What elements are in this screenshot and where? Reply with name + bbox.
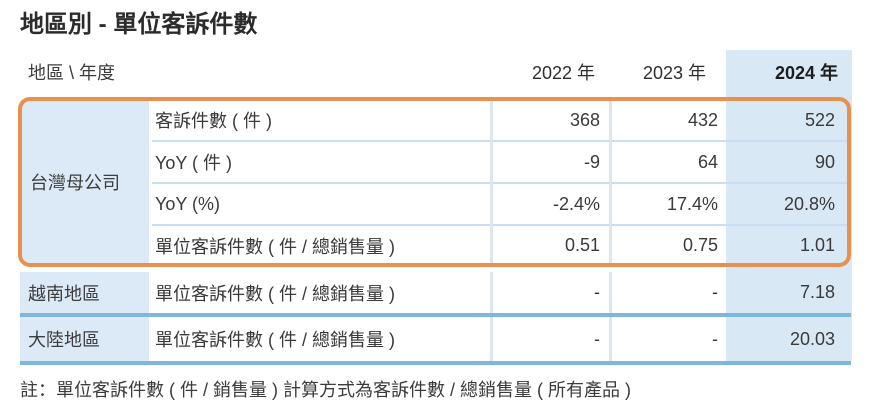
cell-2022: 368 <box>569 109 600 130</box>
metric-label: YoY ( 件 ) <box>155 153 233 173</box>
region-cell-china: 大陸地區 <box>20 317 149 361</box>
cell-2024: 1.01 <box>799 235 835 255</box>
metric-label: 客訴件數 ( 件 ) <box>155 111 272 131</box>
row-separator <box>152 224 851 226</box>
cell-2023: - <box>712 282 718 302</box>
cell-2023: - <box>712 328 718 349</box>
metric-label: YoY (%) <box>155 193 221 214</box>
cell-2024: 7.18 <box>799 282 835 302</box>
cell-2022: - <box>594 328 600 349</box>
cell-2024: 20.03 <box>789 328 835 349</box>
table-row: YoY (%) -2.4% 17.4% 20.8% <box>152 183 851 225</box>
cell-2023: 0.75 <box>682 235 718 255</box>
region-row-separator <box>20 313 851 317</box>
table-row: 客訴件數 ( 件 ) 368 432 522 <box>152 99 851 141</box>
cell-2022: -2.4% <box>552 193 600 214</box>
row-separator <box>152 182 851 184</box>
cell-2022: - <box>594 282 600 302</box>
table-row: 單位客訴件數 ( 件 / 總銷售量 ) 0.51 0.75 1.01 <box>152 225 851 266</box>
cell-2024: 20.8% <box>783 193 835 214</box>
cell-2024: 522 <box>804 109 835 130</box>
table-row: YoY ( 件 ) -9 64 90 <box>152 141 851 183</box>
footnote: 註：單位客訴件數 ( 件 / 銷售量 ) 計算方式為客訴件數 / 總銷售量 ( … <box>20 380 631 400</box>
highlighted-2024-column-background <box>726 50 852 361</box>
metric-label: 單位客訴件數 ( 件 / 總銷售量 ) <box>155 236 395 257</box>
metric-label: 單位客訴件數 ( 件 / 總銷售量 ) <box>155 330 395 350</box>
column-divider <box>609 100 612 265</box>
cell-2022: 0.51 <box>564 235 600 255</box>
cell-2023: 432 <box>687 109 718 130</box>
region-cell-taiwan: 台灣母公司 <box>22 101 149 263</box>
table-corner-label: 地區 \ 年度 <box>28 63 116 83</box>
cell-2023: 17.4% <box>666 193 718 214</box>
cell-2024: 90 <box>814 151 835 172</box>
cell-2022: -9 <box>583 151 600 172</box>
region-cell-vietnam: 越南地區 <box>20 272 149 313</box>
region-row-separator <box>20 361 851 365</box>
column-header-2024: 2024 年 <box>774 63 838 83</box>
table-row: 單位客訴件數 ( 件 / 總銷售量 ) - - 7.18 <box>152 272 851 313</box>
column-divider <box>490 100 493 265</box>
metric-label: 單位客訴件數 ( 件 / 總銷售量 ) <box>155 283 395 304</box>
column-header-2022: 2022 年 <box>531 63 595 83</box>
cell-2023: 64 <box>697 151 718 172</box>
page-title: 地區別 - 單位客訴件數 <box>20 11 258 38</box>
column-header-2023: 2023 年 <box>642 63 706 83</box>
row-separator <box>152 140 851 142</box>
table-row: 單位客訴件數 ( 件 / 總銷售量 ) - - 20.03 <box>152 317 851 361</box>
